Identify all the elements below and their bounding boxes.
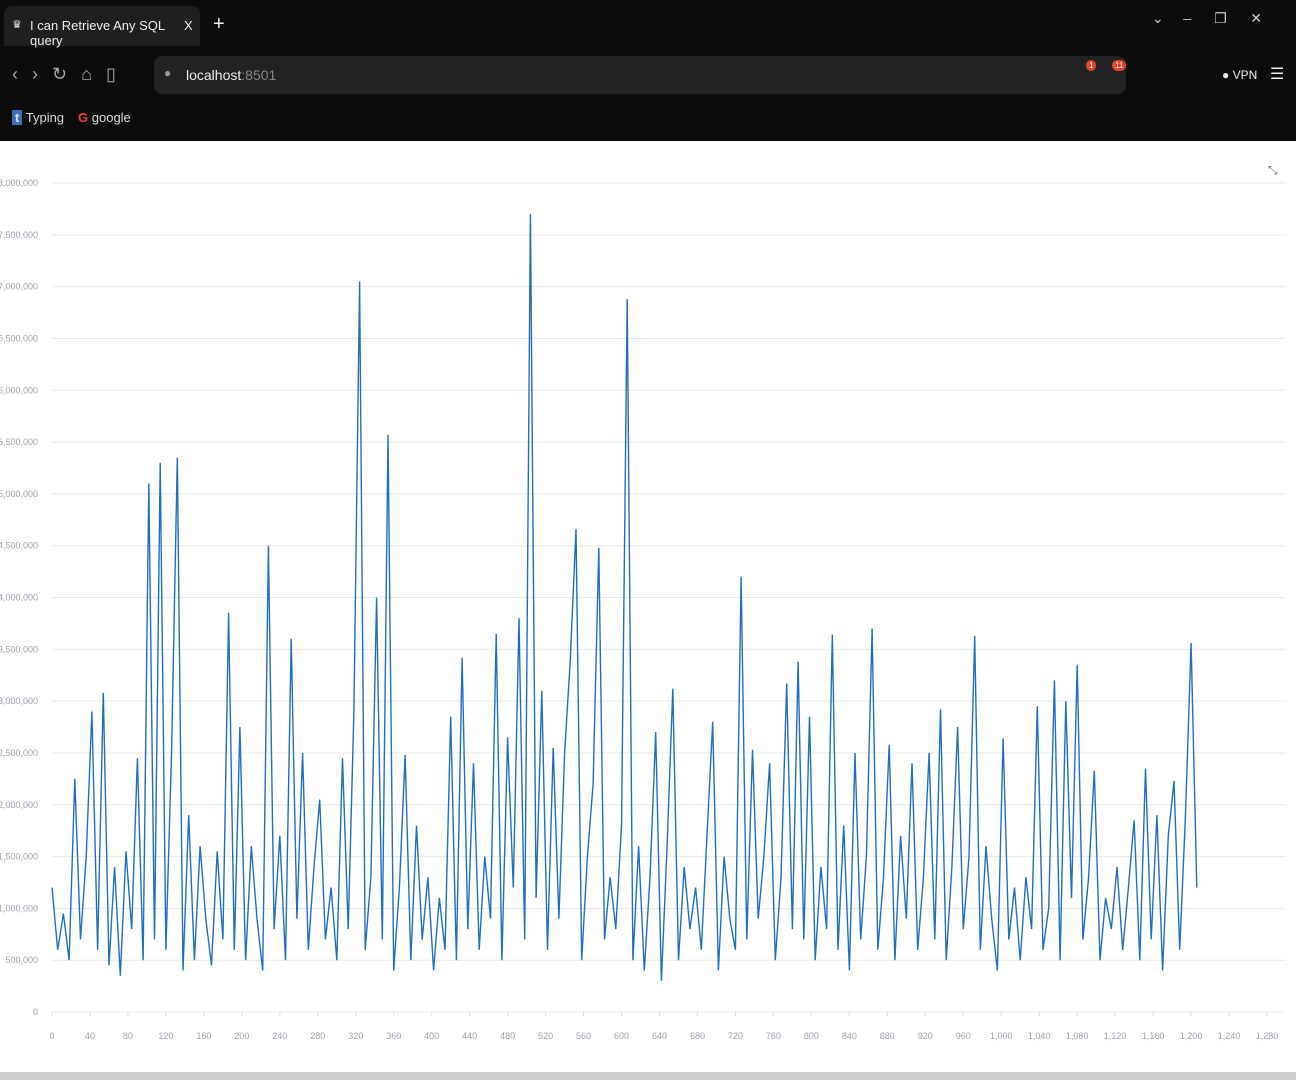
chart: 0 500,000 1,000,000 1,500,000 2,000,000 2,500… [0, 163, 1286, 1041]
bookmark-label: Typing [25, 110, 65, 125]
y-tick-label: 5,000,000 [0, 489, 38, 499]
address-bar[interactable]: ● localhost:8501 [154, 56, 1126, 94]
y-tick-label: 2,500,000 [0, 748, 38, 758]
x-tick-label: 880 [880, 1031, 895, 1041]
x-tick-label: 680 [690, 1031, 705, 1041]
url-host: localhost [186, 67, 242, 83]
x-tick-label: 1,120 [1104, 1031, 1127, 1041]
x-tick-label: 720 [728, 1031, 743, 1041]
y-tick-label: 7,000,000 [0, 282, 38, 292]
x-tick-label: 560 [576, 1031, 591, 1041]
url: localhost:8501 [186, 67, 276, 83]
x-tick-label: 40 [85, 1031, 95, 1041]
x-tick-label: 840 [842, 1031, 857, 1041]
tab[interactable]: ♛ I can Retrieve Any SQL query X [4, 6, 200, 48]
x-tick-label: 760 [766, 1031, 781, 1041]
y-tick-label: 1,500,000 [0, 852, 38, 862]
browser-chrome: ♛ I can Retrieve Any SQL query X + ⌄ – ❐… [0, 0, 1296, 141]
x-tick-label: 640 [652, 1031, 667, 1041]
tab-close[interactable]: X [184, 18, 193, 33]
y-tick-label: 2,000,000 [0, 800, 38, 810]
x-tick-label: 600 [614, 1031, 629, 1041]
y-tick-label: 6,500,000 [0, 333, 38, 343]
x-tick-label: 480 [500, 1031, 515, 1041]
x-tick-label: 1,080 [1066, 1031, 1089, 1041]
x-tick-label: 1,040 [1028, 1031, 1051, 1041]
x-tick-label: 320 [348, 1031, 363, 1041]
tab-icon: ♛ [12, 19, 22, 31]
window-controls[interactable]: ⌄ – ❐ ✕ [1152, 10, 1262, 26]
x-tick-label: 80 [123, 1031, 133, 1041]
x-tick-label: 280 [310, 1031, 325, 1041]
shields-badge: 1 [1086, 60, 1097, 71]
info-icon: ● [164, 66, 172, 80]
nav-buttons[interactable]: ‹›↻⌂▯ [12, 64, 130, 84]
x-tick-label: 1,240 [1218, 1031, 1241, 1041]
x-tick-label: 440 [462, 1031, 477, 1041]
x-tick-label: 520 [538, 1031, 553, 1041]
x-tick-label: 360 [386, 1031, 401, 1041]
scrollbar [0, 1072, 1296, 1080]
y-tick-label: 4,000,000 [0, 593, 38, 603]
y-tick-label: 3,500,000 [0, 644, 38, 654]
x-tick-label: 0 [49, 1031, 54, 1041]
vpn-label: VPN [1232, 68, 1258, 82]
x-tick-label: 120 [158, 1031, 173, 1041]
url-port: :8501 [241, 67, 277, 83]
x-tick-label: 1,160 [1142, 1031, 1165, 1041]
x-tick-label: 800 [804, 1031, 819, 1041]
y-tick-label: 500,000 [5, 955, 38, 965]
x-tick-label: 160 [196, 1031, 211, 1041]
y-tick-label: 4,500,000 [0, 541, 38, 551]
x-tick-label: 1,000 [990, 1031, 1013, 1041]
fullscreen-icon: ⤡ [1268, 163, 1278, 177]
x-tick-label: 960 [956, 1031, 971, 1041]
y-tick-label: 0 [33, 1007, 38, 1017]
rewards-badge: 11 [1112, 60, 1127, 71]
bookmark-label: google [91, 110, 131, 125]
x-tick-label: 200 [234, 1031, 249, 1041]
x-tick-label: 240 [272, 1031, 287, 1041]
bookmark[interactable]: G google [78, 110, 131, 125]
x-tick-label: 400 [424, 1031, 439, 1041]
y-tick-label: 8,000,000 [0, 178, 38, 188]
menu[interactable]: ☰ [1270, 66, 1285, 83]
y-tick-label: 7,500,000 [0, 230, 38, 240]
new-tab[interactable]: + [213, 13, 225, 35]
y-tick-label: 5,500,000 [0, 437, 38, 447]
bookmark[interactable]: t Typing [12, 110, 64, 125]
x-tick-label: 1,280 [1256, 1031, 1279, 1041]
x-tick-label: 920 [918, 1031, 933, 1041]
vpn-button[interactable]: ● VPN [1222, 68, 1258, 82]
tab-title: I can Retrieve Any SQL query [30, 18, 165, 48]
data-line [51, 214, 1198, 981]
x-tick-label: 1,200 [1180, 1031, 1203, 1041]
y-tick-label: 1,000,000 [0, 903, 38, 913]
y-tick-label: 6,000,000 [0, 385, 38, 395]
y-tick-label: 3,000,000 [0, 696, 38, 706]
